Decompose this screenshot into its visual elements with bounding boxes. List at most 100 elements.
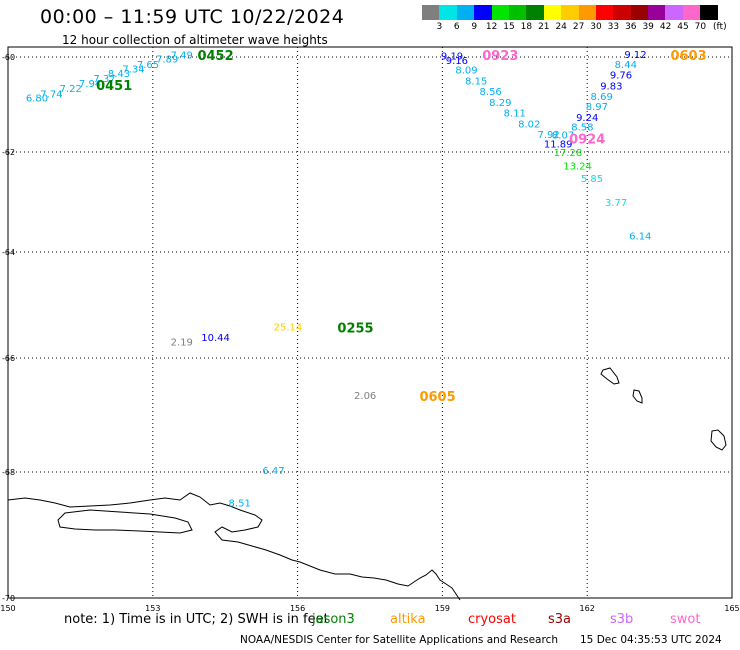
wave-height-label: 8.02 bbox=[518, 119, 540, 130]
colorbar-label: 9 bbox=[471, 22, 478, 32]
wave-height-label: 9.16 bbox=[446, 56, 468, 67]
pass-time-labels: 0452 0451 0923 0603 0924 0255 0605 bbox=[96, 49, 707, 405]
wave-height-label: 9.24 bbox=[576, 113, 598, 124]
island-3 bbox=[710, 429, 727, 451]
wave-height-label: 7.34 bbox=[122, 65, 144, 76]
wave-height-label: 9.76 bbox=[610, 70, 632, 81]
colorbar-swatch bbox=[526, 5, 544, 20]
colorbar-swatch bbox=[456, 5, 475, 20]
colorbar-swatch bbox=[630, 5, 649, 20]
legend-item-s3a: s3a bbox=[548, 612, 572, 627]
pass-time-label: 0923 bbox=[482, 49, 518, 64]
coastline-inlet bbox=[57, 509, 193, 534]
wave-height-label: 17.28 bbox=[554, 148, 583, 159]
colorbar-label: 42 bbox=[659, 22, 672, 32]
colorbar-label: 6 bbox=[453, 22, 460, 32]
colorbar-swatch bbox=[561, 5, 579, 20]
lat-tick-label: -64 bbox=[2, 248, 15, 257]
lon-tick-label: 165 bbox=[724, 604, 739, 613]
colorbar-label: 15 bbox=[503, 22, 515, 32]
legend-item-jason3: jason3 bbox=[312, 612, 355, 627]
page-subtitle: 12 hour collection of altimeter wave hei… bbox=[62, 33, 328, 47]
colorbar-label: 39 bbox=[642, 22, 654, 32]
colorbar-swatch bbox=[474, 5, 492, 20]
lon-tick-label: 150 bbox=[0, 604, 15, 613]
colorbar-swatch bbox=[491, 5, 509, 20]
legend-item-s3b: s3b bbox=[610, 612, 634, 627]
colorbar-label: 70 bbox=[694, 22, 707, 32]
wave-height-label: 7.22 bbox=[60, 84, 82, 95]
colorbar-swatch bbox=[613, 5, 631, 20]
colorbar-label: 21 bbox=[538, 22, 550, 32]
lat-tick-label: -66 bbox=[2, 354, 15, 363]
wave-height-label: 8.97 bbox=[586, 102, 608, 113]
colorbar-swatch bbox=[508, 5, 527, 20]
pass-time-label: 0605 bbox=[419, 390, 455, 405]
wave-height-colorbar bbox=[422, 5, 718, 20]
lat-tick-label: -62 bbox=[2, 148, 15, 157]
antarctica-coastline bbox=[7, 492, 461, 601]
colorbar-label: 36 bbox=[625, 22, 637, 32]
wave-height-label: 6.80 bbox=[26, 94, 48, 105]
colorbar-swatch bbox=[665, 5, 683, 20]
wave-height-label: 6.14 bbox=[629, 232, 651, 243]
wave-height-label: 7.94 bbox=[79, 79, 101, 90]
colorbar-swatch bbox=[682, 5, 701, 20]
colorbar-label: 12 bbox=[485, 22, 498, 32]
wave-height-label: 7.49 bbox=[171, 50, 193, 61]
footer-note: note: 1) Time is in UTC; 2) SWH is in fe… bbox=[64, 612, 329, 627]
wave-height-label: 8.44 bbox=[615, 60, 637, 71]
island-2 bbox=[632, 389, 643, 404]
coastline bbox=[7, 367, 727, 601]
wave-height-label: 7.89 bbox=[156, 55, 178, 66]
wave-height-label: 5.85 bbox=[581, 174, 603, 185]
map-frame bbox=[7, 46, 733, 599]
colorbar-label: 33 bbox=[607, 22, 620, 32]
pass-time-label: 0452 bbox=[197, 49, 233, 64]
colorbar-label: 27 bbox=[572, 22, 585, 32]
colorbar-label: (ft) bbox=[713, 22, 727, 32]
colorbar-swatch bbox=[648, 5, 666, 20]
wave-height-label: 8.43 bbox=[108, 69, 130, 80]
lon-tick-label: 159 bbox=[435, 604, 450, 613]
wave-height-label: 8.09 bbox=[455, 66, 477, 77]
wave-height-label: 7.65 bbox=[137, 60, 159, 71]
wave-height-label: 8.29 bbox=[489, 98, 511, 109]
colorbar-label: 18 bbox=[520, 22, 533, 32]
pass-time-label: 0255 bbox=[337, 321, 373, 336]
wave-height-label: 2.19 bbox=[171, 337, 193, 348]
colorbar-swatch bbox=[422, 5, 440, 20]
wave-height-label: 8.07 bbox=[552, 131, 574, 142]
wave-height-points: 6.807.747.227.947.378.437.347.657.897.49… bbox=[26, 50, 652, 510]
lon-tick-label: 162 bbox=[580, 604, 595, 613]
wave-height-label: 8.58 bbox=[571, 123, 593, 134]
wave-height-label: 3.77 bbox=[605, 198, 627, 209]
lat-tick-label: -70 bbox=[2, 594, 15, 603]
legend-item-altika: altika bbox=[390, 612, 426, 627]
wave-height-label: 2.06 bbox=[354, 391, 376, 402]
wave-height-label: 9.19 bbox=[441, 51, 463, 62]
colorbar-labels: 3 6 9 12 15 18 21 24 27 30 33 36 39 42 45 70 (ft) bbox=[422, 22, 740, 34]
wave-height-label: 6.47 bbox=[262, 466, 284, 477]
legend-item-cryosat: cryosat bbox=[468, 612, 516, 627]
legend-item-swot: swot bbox=[670, 612, 701, 627]
map-grid bbox=[7, 46, 733, 599]
wave-height-label: 9.83 bbox=[600, 81, 622, 92]
wave-height-label: 9.12 bbox=[624, 50, 646, 61]
latitude-labels: -60 -62 -64 -66 -68 -70 bbox=[2, 53, 15, 603]
wave-height-label: 7.74 bbox=[40, 89, 62, 100]
wave-height-label: 13.24 bbox=[563, 162, 592, 173]
lon-tick-label: 156 bbox=[290, 604, 305, 613]
wave-height-label: 10.44 bbox=[201, 333, 230, 344]
colorbar-label: 30 bbox=[590, 22, 602, 32]
pass-time-label: 0924 bbox=[569, 133, 605, 148]
longitude-labels: 150 153 156 159 162 165 bbox=[0, 604, 739, 613]
pass-time-label: 0603 bbox=[670, 49, 706, 64]
island-1 bbox=[600, 367, 620, 385]
colorbar-swatch bbox=[595, 5, 614, 20]
colorbar-swatch bbox=[543, 5, 562, 20]
colorbar-swatch bbox=[439, 5, 457, 20]
colorbar-swatch bbox=[700, 5, 718, 20]
wave-height-label: 8.11 bbox=[504, 108, 526, 119]
